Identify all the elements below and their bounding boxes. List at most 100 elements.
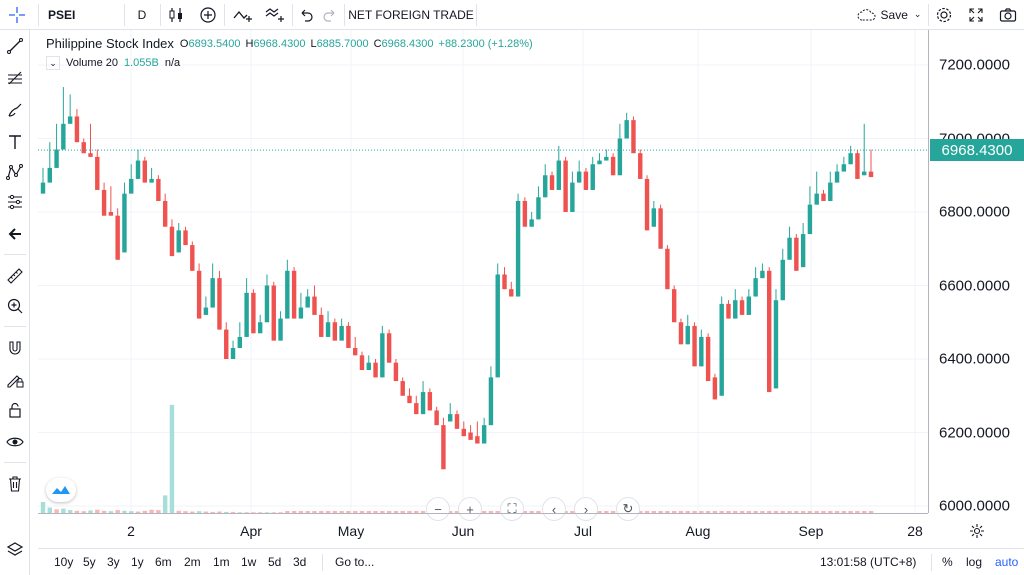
- candle-body[interactable]: [828, 182, 833, 201]
- ruler-icon[interactable]: [3, 264, 27, 288]
- trendline-icon[interactable]: [3, 34, 27, 58]
- candle-body[interactable]: [190, 245, 195, 271]
- auto-toggle[interactable]: auto: [995, 555, 1019, 569]
- range-3d[interactable]: 3d: [293, 555, 307, 569]
- candle-body[interactable]: [536, 197, 541, 220]
- lock-icon[interactable]: [3, 398, 27, 422]
- candle-body[interactable]: [217, 278, 222, 330]
- candle-body[interactable]: [481, 425, 487, 444]
- candle-body[interactable]: [129, 178, 134, 194]
- candle-body[interactable]: [81, 142, 86, 154]
- candle-body[interactable]: [617, 138, 623, 176]
- candle-body[interactable]: [196, 270, 202, 319]
- candle-body[interactable]: [312, 296, 317, 315]
- candle-body[interactable]: [393, 362, 399, 382]
- candle-body[interactable]: [753, 278, 758, 297]
- candle-body[interactable]: [203, 307, 209, 315]
- candle-body[interactable]: [291, 270, 297, 319]
- candle-body[interactable]: [488, 377, 494, 426]
- fullscreen-icon[interactable]: [962, 0, 990, 29]
- candle-body[interactable]: [380, 333, 385, 378]
- candle-body[interactable]: [386, 333, 392, 363]
- candle-body[interactable]: [244, 292, 249, 337]
- candle-body[interactable]: [800, 234, 806, 268]
- range-2m[interactable]: 2m: [184, 555, 201, 569]
- candle-body[interactable]: [339, 325, 344, 341]
- candle-body[interactable]: [346, 325, 351, 348]
- candle-body[interactable]: [773, 300, 779, 389]
- candle-body[interactable]: [862, 171, 867, 176]
- candle-body[interactable]: [264, 285, 270, 323]
- candle-body[interactable]: [780, 259, 785, 301]
- chart-settings-icon[interactable]: [965, 520, 989, 542]
- reset-chart-icon[interactable]: ↻: [616, 497, 640, 521]
- candle-body[interactable]: [319, 314, 324, 337]
- candle-body[interactable]: [149, 178, 154, 183]
- candle-body[interactable]: [373, 362, 378, 378]
- candle-body[interactable]: [237, 336, 243, 348]
- brush-icon[interactable]: [3, 98, 27, 122]
- price-chart[interactable]: [38, 30, 928, 513]
- candle-body[interactable]: [638, 153, 643, 179]
- candle-body[interactable]: [739, 300, 745, 315]
- crosshair-mode-icon[interactable]: [0, 0, 34, 29]
- candle-body[interactable]: [95, 156, 100, 190]
- candle-body[interactable]: [135, 160, 141, 179]
- log-toggle[interactable]: log: [966, 555, 983, 569]
- trash-icon[interactable]: [3, 472, 27, 496]
- candle-body[interactable]: [210, 278, 215, 308]
- candle-body[interactable]: [61, 123, 66, 150]
- candle-body[interactable]: [366, 362, 371, 371]
- candle-body[interactable]: [40, 182, 46, 194]
- candle-body[interactable]: [325, 322, 331, 337]
- symbol-search[interactable]: PSEI: [48, 7, 76, 22]
- candle-body[interactable]: [461, 428, 466, 437]
- candle-body[interactable]: [142, 160, 148, 183]
- candle-body[interactable]: [604, 156, 609, 161]
- candle-body[interactable]: [305, 296, 310, 308]
- candle-body[interactable]: [420, 392, 426, 415]
- candles-icon[interactable]: [162, 0, 190, 29]
- candle-body[interactable]: [468, 432, 473, 440]
- candle-body[interactable]: [705, 336, 711, 382]
- candle-body[interactable]: [298, 307, 304, 319]
- eye-icon[interactable]: [3, 430, 27, 454]
- candle-body[interactable]: [807, 204, 813, 235]
- candle-body[interactable]: [108, 212, 114, 216]
- candle-body[interactable]: [427, 392, 433, 411]
- candle-body[interactable]: [101, 189, 107, 216]
- indicator-button[interactable]: NET FOREIGN TRADE: [348, 7, 474, 22]
- candle-body[interactable]: [407, 395, 412, 404]
- zoom-out-icon[interactable]: −: [426, 497, 450, 521]
- candle-body[interactable]: [522, 200, 528, 227]
- candle-body[interactable]: [400, 381, 405, 396]
- candle-body[interactable]: [475, 436, 480, 444]
- candle-body[interactable]: [746, 296, 752, 315]
- candle-body[interactable]: [787, 237, 792, 260]
- candle-body[interactable]: [454, 414, 460, 429]
- candle-body[interactable]: [257, 322, 263, 334]
- reset-scale-icon[interactable]: ⛶: [500, 497, 524, 521]
- back-arrow-icon[interactable]: [3, 222, 27, 246]
- collapse-chevron-icon[interactable]: ⌄: [46, 56, 60, 70]
- layers-icon[interactable]: [3, 538, 27, 562]
- chart-pane[interactable]: Philippine Stock Index O6893.5400 H6968.…: [38, 30, 928, 521]
- candle-body[interactable]: [285, 270, 290, 319]
- candle-body[interactable]: [441, 425, 446, 470]
- candle-body[interactable]: [169, 226, 175, 257]
- candle-body[interactable]: [122, 193, 127, 253]
- range-1y[interactable]: 1y: [131, 555, 144, 569]
- fib-icon[interactable]: [3, 66, 27, 90]
- candle-body[interactable]: [597, 160, 602, 165]
- percent-toggle[interactable]: %: [942, 555, 953, 569]
- candle-body[interactable]: [271, 285, 276, 341]
- candle-body[interactable]: [855, 153, 860, 179]
- candle-body[interactable]: [644, 178, 650, 231]
- candle-body[interactable]: [760, 270, 765, 279]
- candle-body[interactable]: [183, 230, 188, 246]
- candle-body[interactable]: [583, 171, 589, 190]
- scroll-right-icon[interactable]: ›: [574, 497, 598, 521]
- candle-body[interactable]: [509, 289, 514, 297]
- candle-body[interactable]: [115, 215, 120, 260]
- candle-body[interactable]: [848, 153, 853, 165]
